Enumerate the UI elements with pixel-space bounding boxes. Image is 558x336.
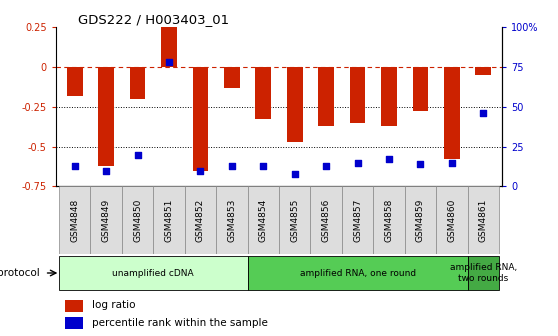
Text: GSM4851: GSM4851 — [165, 198, 174, 242]
Text: GSM4853: GSM4853 — [227, 198, 237, 242]
Text: percentile rank within the sample: percentile rank within the sample — [92, 318, 267, 328]
Text: GSM4855: GSM4855 — [290, 198, 299, 242]
Bar — [318, 67, 334, 126]
Bar — [248, 256, 468, 290]
Text: unamplified cDNA: unamplified cDNA — [113, 268, 194, 278]
Bar — [468, 256, 499, 290]
Bar — [248, 186, 279, 254]
Text: GSM4860: GSM4860 — [448, 198, 456, 242]
Bar — [412, 67, 429, 112]
Bar — [67, 67, 83, 95]
Bar — [59, 186, 90, 254]
Bar — [287, 67, 302, 142]
Text: GSM4857: GSM4857 — [353, 198, 362, 242]
Text: GSM4858: GSM4858 — [384, 198, 393, 242]
Bar — [405, 186, 436, 254]
Text: protocol: protocol — [0, 268, 40, 278]
Text: GSM4852: GSM4852 — [196, 199, 205, 242]
Bar — [129, 67, 146, 99]
Bar — [98, 67, 114, 166]
Point — [448, 160, 456, 165]
Bar — [436, 186, 468, 254]
Bar — [224, 67, 240, 87]
Point — [290, 171, 299, 176]
Bar — [216, 186, 248, 254]
Text: GSM4861: GSM4861 — [479, 198, 488, 242]
Point — [70, 163, 79, 168]
Bar — [65, 300, 83, 312]
Point — [227, 163, 236, 168]
Bar — [475, 67, 491, 75]
Bar — [185, 186, 216, 254]
Bar — [279, 186, 310, 254]
Text: GDS222 / H003403_01: GDS222 / H003403_01 — [78, 13, 229, 26]
Text: GSM4848: GSM4848 — [70, 199, 79, 242]
Text: GSM4859: GSM4859 — [416, 198, 425, 242]
Text: GSM4850: GSM4850 — [133, 198, 142, 242]
Point — [479, 110, 488, 116]
Text: GSM4849: GSM4849 — [102, 199, 110, 242]
Text: GSM4856: GSM4856 — [321, 198, 331, 242]
Bar — [90, 186, 122, 254]
Bar — [444, 67, 460, 159]
Bar — [373, 186, 405, 254]
Bar — [161, 25, 177, 67]
Bar — [153, 186, 185, 254]
Point — [416, 161, 425, 167]
Point — [259, 163, 268, 168]
Point — [196, 168, 205, 173]
Point — [384, 157, 393, 162]
Bar — [256, 67, 271, 119]
Point — [133, 152, 142, 157]
Point — [165, 59, 174, 65]
Bar — [193, 67, 208, 170]
Bar — [381, 67, 397, 126]
Bar — [310, 186, 342, 254]
Bar — [350, 67, 365, 123]
Bar — [468, 186, 499, 254]
Text: GSM4854: GSM4854 — [259, 199, 268, 242]
Bar — [122, 186, 153, 254]
Text: log ratio: log ratio — [92, 300, 135, 310]
Point — [353, 160, 362, 165]
Text: amplified RNA, one round: amplified RNA, one round — [300, 268, 416, 278]
Bar — [65, 317, 83, 329]
Bar — [59, 256, 248, 290]
Text: amplified RNA,
two rounds: amplified RNA, two rounds — [450, 263, 517, 283]
Point — [102, 168, 110, 173]
Point — [322, 163, 331, 168]
Bar — [342, 186, 373, 254]
